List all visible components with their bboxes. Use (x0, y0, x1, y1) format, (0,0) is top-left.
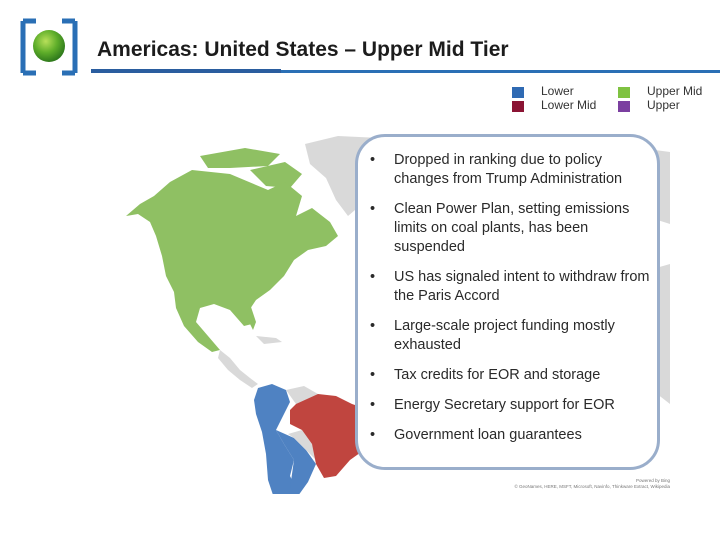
bullet-text: Clean Power Plan, setting emissions limi… (394, 201, 630, 255)
bullet-icon: • (370, 269, 376, 285)
central-america (218, 350, 258, 388)
bullet-icon: • (370, 367, 376, 383)
bullet-item: • Government loan guarantees (370, 426, 655, 445)
map-credit: Powered by Bing © GeoNames, HERE, MSFT, … (505, 478, 670, 490)
title-underline (281, 70, 720, 73)
andean-countries (254, 384, 298, 494)
legend-label-lower: Lower (541, 84, 574, 98)
page-title: Americas: United States – Upper Mid Tier (97, 38, 509, 61)
legend-label-upper: Upper (647, 98, 680, 112)
map-credit-sources: © GeoNames, HERE, MSFT, Microsoft, Navin… (514, 484, 670, 489)
bullet-item: • Energy Secretary support for EOR (370, 396, 655, 415)
bullet-icon: • (370, 427, 376, 443)
map-credit-powered-by: Powered by Bing (635, 478, 670, 483)
arctic-islands (200, 148, 280, 168)
legend-swatch-lower (512, 87, 524, 98)
title-underline-accent (91, 69, 281, 73)
bullet-item: • Dropped in ranking due to policy change… (370, 151, 655, 189)
bullet-item: • Large-scale project funding mostly exha… (370, 317, 655, 355)
north-america (126, 170, 338, 352)
bullet-icon: • (370, 152, 376, 168)
bullet-item: • US has signaled intent to withdraw from… (370, 268, 655, 306)
bullet-text: Dropped in ranking due to policy changes… (394, 152, 623, 187)
tier-details-callout: • Dropped in ranking due to policy change… (355, 134, 660, 470)
bullet-text: Government loan guarantees (394, 427, 582, 443)
bullet-text: Energy Secretary support for EOR (394, 397, 615, 413)
legend-swatch-lower-mid (512, 101, 524, 112)
bullet-icon: • (370, 318, 376, 334)
bullet-item: • Clean Power Plan, setting emissions lim… (370, 200, 655, 257)
bullet-icon: • (370, 201, 376, 217)
bullet-text: US has signaled intent to withdraw from … (394, 269, 650, 304)
legend-label-upper-mid: Upper Mid (647, 84, 703, 98)
bullet-icon: • (370, 397, 376, 413)
bullet-text: Large-scale project funding mostly exhau… (394, 318, 615, 353)
bullet-item: • Tax credits for EOR and storage (370, 366, 655, 385)
company-logo (20, 18, 78, 76)
legend-label-lower-mid: Lower Mid (541, 98, 597, 112)
bullet-text: Tax credits for EOR and storage (394, 367, 601, 383)
bullet-list: • Dropped in ranking due to policy change… (370, 151, 655, 456)
legend-swatch-upper (618, 101, 630, 112)
legend-swatch-upper-mid (618, 87, 630, 98)
